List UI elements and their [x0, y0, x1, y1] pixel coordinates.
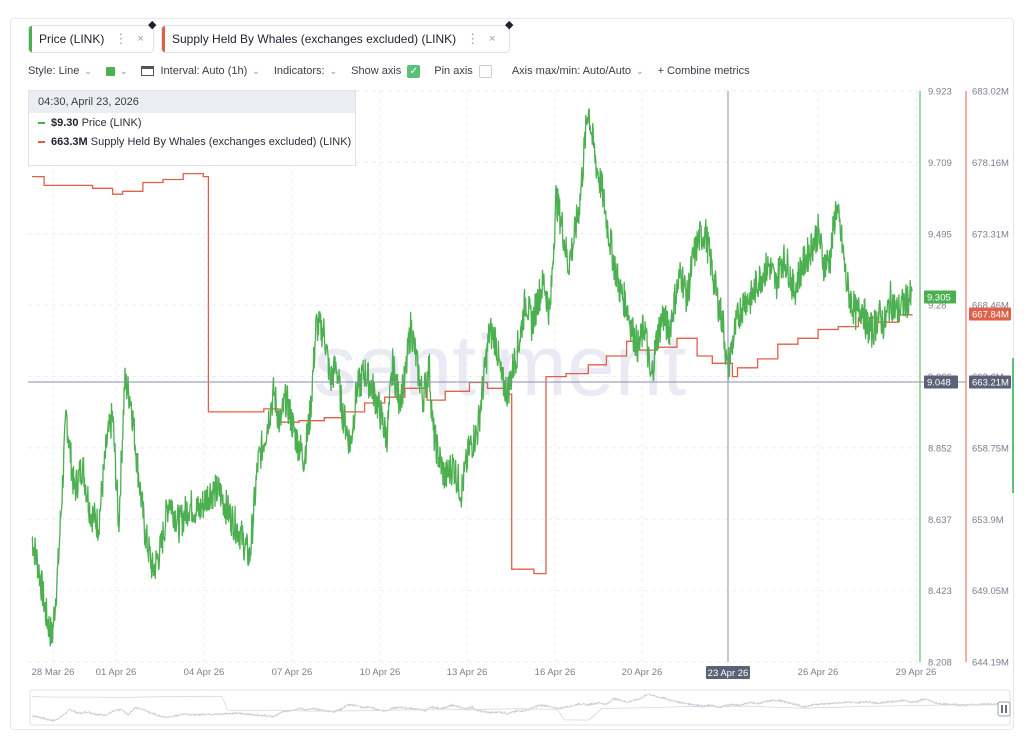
style-dropdown[interactable]: Style: Line ⌄: [28, 65, 92, 77]
scroll-indicator: [1012, 358, 1014, 493]
supply-tick-label: 658.75M: [972, 443, 1009, 454]
price-tick-label: 9.495: [928, 229, 952, 240]
legend-swatch: [38, 141, 45, 144]
supply-tick-label: 673.31M: [972, 229, 1009, 240]
combine-metrics-button[interactable]: + Combine metrics: [658, 65, 750, 77]
x-tick-label: 01 Apr 26: [96, 667, 137, 678]
navigator-supply-line: [31, 695, 1009, 721]
price-tick-label: 9.923: [928, 87, 952, 98]
pin-axis-label: Pin axis: [434, 65, 473, 77]
indicators-label: Indicators:: [273, 65, 325, 77]
x-tick-label: 16 Apr 26: [535, 667, 576, 678]
price-tick-label: 9.709: [928, 158, 952, 169]
x-tick-label: 10 Apr 26: [360, 667, 401, 678]
indicators-dropdown[interactable]: Indicators: ⌄: [274, 65, 337, 77]
show-axis-label: Show axis: [351, 65, 402, 77]
crosshair-date-badge: [706, 666, 750, 679]
legend-swatch: [38, 122, 45, 125]
x-tick-label: 29 Apr 26: [896, 667, 937, 678]
metric-color-bar: [162, 26, 165, 52]
pin-axis-toggle[interactable]: Pin axis: [434, 64, 492, 78]
x-tick-label: 04 Apr 26: [184, 667, 225, 678]
axis-minmax-label: Axis max/min: Auto/Auto: [511, 65, 632, 77]
chevron-down-icon: ⌄: [636, 65, 644, 76]
crosshair-supply-badge-bg: [969, 375, 1011, 389]
supply-tick-label: 668.46M: [972, 301, 1009, 312]
supply-tick-label: 644.19M: [972, 658, 1009, 669]
supply-tick-label: 683.02M: [972, 87, 1009, 98]
tooltip-value: 663.3M: [51, 136, 88, 148]
pause-icon-bar: [1005, 705, 1007, 713]
diamond-icon: ◆: [148, 19, 157, 31]
axis-minmax-dropdown[interactable]: Axis max/min: Auto/Auto ⌄: [512, 65, 644, 77]
supply-tick-label: 653.9M: [972, 515, 1004, 526]
checkmark-icon[interactable]: ✓: [407, 64, 421, 78]
chevron-down-icon: ⌄: [252, 65, 260, 76]
hover-tooltip: 04:30, April 23, 2026 $9.30 Price (LINK)…: [28, 90, 356, 166]
interval-dropdown[interactable]: Interval: Auto (1h) ⌄: [141, 65, 260, 77]
supply-series-line: [32, 172, 913, 575]
x-tick-label: 28 Mar 26: [32, 667, 75, 678]
price-tick-label: 8.423: [928, 586, 952, 597]
x-tick-label: 20 Apr 26: [622, 667, 663, 678]
pause-icon: [997, 701, 1011, 717]
close-icon[interactable]: ×: [489, 33, 496, 45]
crosshair-date-label: 23 Apr 26: [708, 668, 749, 679]
tooltip-metric-name: Supply Held By Whales (exchanges exclude…: [90, 136, 352, 148]
tooltip-metric-name: Price (LINK): [81, 117, 142, 129]
tooltip-row-supply: 663.3M Supply Held By Whales (exchanges …: [29, 134, 355, 151]
navigator: [29, 358, 1014, 726]
metric-tab-label: Price (LINK): [39, 32, 105, 46]
combine-metrics-label: + Combine metrics: [657, 65, 750, 77]
x-tick-label: 26 Apr 26: [798, 667, 839, 678]
diamond-icon: ◆: [505, 19, 514, 31]
supply-last-badge: 667.84M: [972, 310, 1009, 321]
price-last-badge: 9.305: [927, 293, 951, 304]
calendar-icon: [141, 66, 155, 76]
chevron-down-icon: ⌄: [119, 65, 128, 76]
close-icon[interactable]: ×: [137, 33, 144, 45]
x-tick-label: 13 Apr 26: [447, 667, 488, 678]
supply-tick-label: 649.05M: [972, 586, 1009, 597]
crosshair-supply-badge: 663.21M: [972, 378, 1009, 389]
price-tick-label: 8.852: [928, 443, 952, 454]
tooltip-date: 04:30, April 23, 2026: [29, 91, 355, 113]
crosshair-price-badge: 9.048: [927, 378, 951, 389]
price-tick-label: 8.208: [928, 658, 952, 669]
interval-label: Interval: Auto (1h): [160, 65, 248, 77]
metric-tab-label: Supply Held By Whales (exchanges exclude…: [172, 32, 457, 46]
tooltip-value: $9.30: [51, 117, 79, 129]
color-swatch: [105, 66, 115, 76]
chart-toolbar: Style: Line ⌄ ⌄ Interval: Auto (1h) ⌄ Indi…: [28, 62, 764, 80]
navigator-price-line: [31, 693, 1009, 723]
price-last-badge-bg: [924, 290, 956, 304]
show-axis-toggle[interactable]: Show axis ✓: [351, 64, 421, 78]
metric-tab-price[interactable]: Price (LINK) ⋮ ×: [28, 25, 154, 53]
crosshair-price-badge-bg: [924, 375, 958, 389]
navigator-frame: [29, 689, 1011, 726]
kebab-icon[interactable]: ⋮: [466, 31, 480, 46]
supply-last-badge-bg: [969, 307, 1011, 321]
metric-color-bar: [29, 26, 32, 52]
pause-icon-bar: [1001, 705, 1003, 713]
x-tick-label: 07 Apr 26: [272, 667, 313, 678]
chart-axes: 28 Mar 26 01 Apr 26 04 Apr 26 07 Apr 26 10 A…: [28, 87, 1011, 679]
tooltip-row-price: $9.30 Price (LINK): [29, 115, 355, 132]
metric-tab-whale-supply[interactable]: Supply Held By Whales (exchanges exclude…: [161, 25, 510, 53]
style-label: Style: Line: [28, 65, 80, 77]
kebab-icon[interactable]: ⋮: [114, 31, 128, 46]
price-series-line: [31, 108, 913, 647]
price-tick-label: 9.28: [928, 301, 947, 312]
chevron-down-icon: ⌄: [84, 65, 92, 76]
price-tick-label: 8.637: [928, 515, 952, 526]
chevron-down-icon: ⌄: [329, 65, 338, 76]
color-dropdown[interactable]: ⌄: [105, 65, 128, 77]
pin-axis-checkbox[interactable]: [478, 64, 492, 78]
supply-tick-label: 678.16M: [972, 158, 1009, 169]
